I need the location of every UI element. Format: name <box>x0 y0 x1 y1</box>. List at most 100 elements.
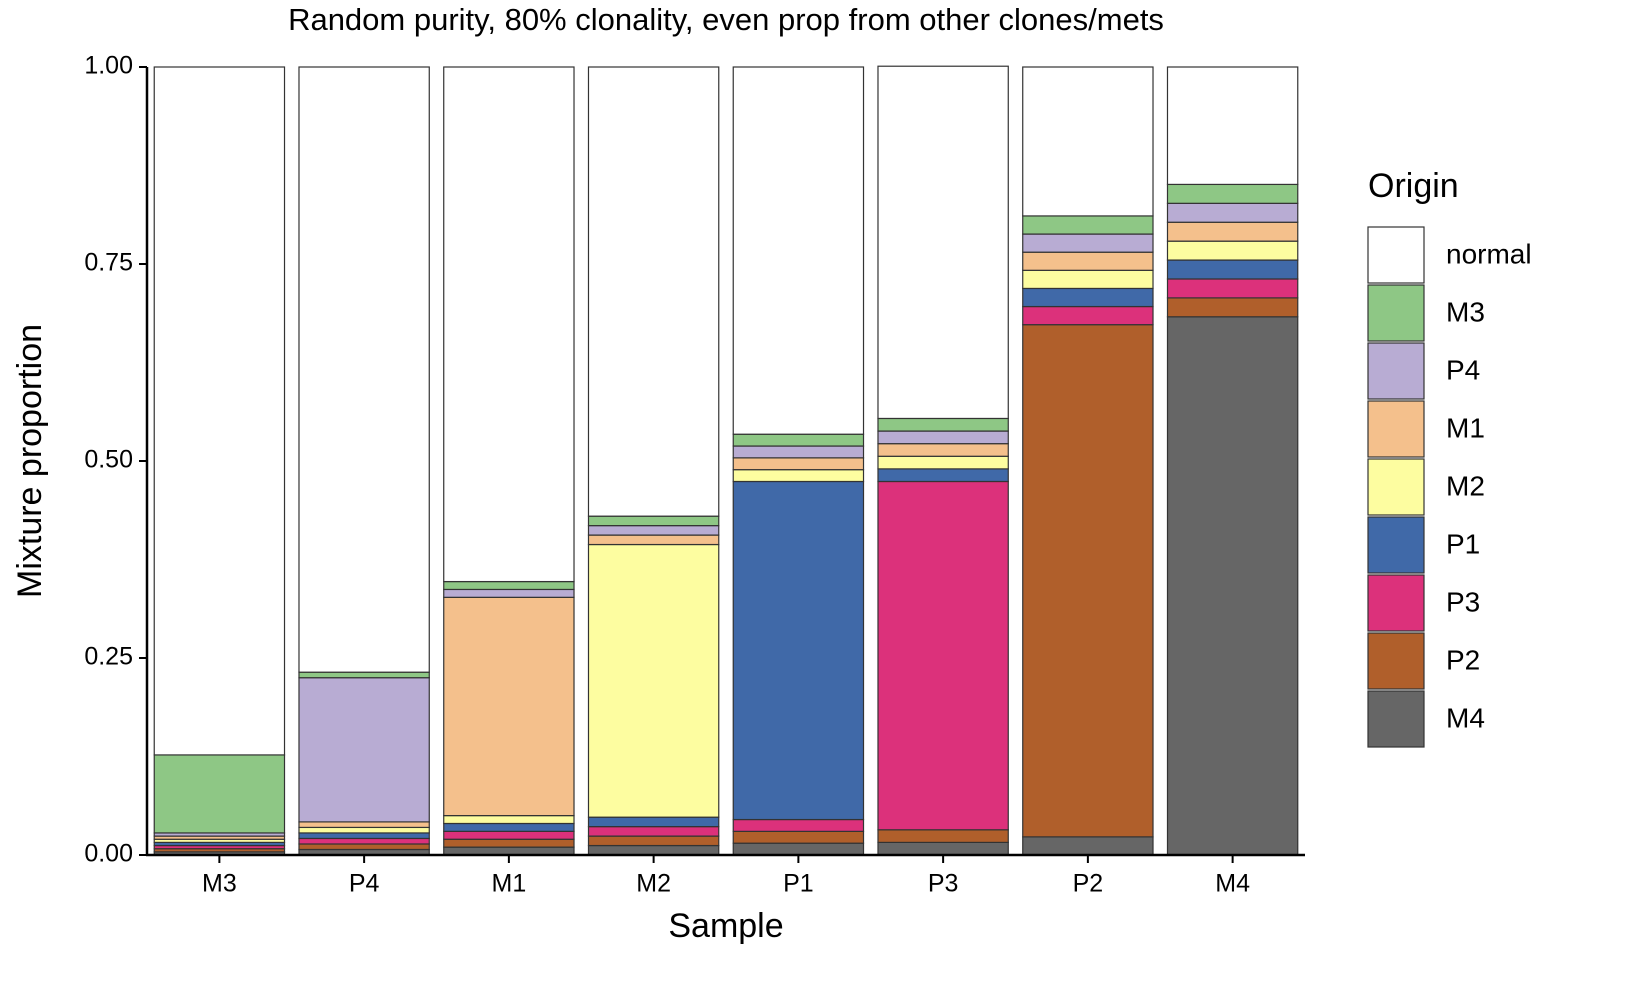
legend-label: P2 <box>1446 644 1480 675</box>
bar-segment <box>587 525 720 536</box>
bar-segment <box>443 814 575 825</box>
x-tick-label: M1 <box>492 870 527 898</box>
x-tick-label: M4 <box>1215 870 1250 898</box>
bar-segment <box>443 580 575 591</box>
y-axis-title: Mixture proportion <box>11 324 49 598</box>
y-tick-label: 0.50 <box>84 446 133 474</box>
x-tick-label: P2 <box>1073 870 1104 898</box>
bar-segment <box>1022 305 1154 326</box>
bar-segment <box>732 433 865 447</box>
bar-segment <box>587 816 720 828</box>
bar-segment <box>1022 251 1154 271</box>
bar-segment <box>298 671 430 679</box>
bar-segment <box>443 838 575 848</box>
bar-segment <box>732 480 865 821</box>
bar-segment <box>877 430 1009 445</box>
x-tick-label: M3 <box>202 870 237 898</box>
legend-label: P3 <box>1446 586 1480 617</box>
bar-segment <box>877 65 1009 420</box>
bar-segment <box>1022 836 1154 856</box>
legend-key <box>1367 690 1425 748</box>
bar-segment <box>587 826 720 837</box>
bar-segment <box>1166 240 1299 261</box>
bar-segment <box>443 830 575 840</box>
bar-segment <box>1022 287 1154 308</box>
legend-label: M1 <box>1446 412 1485 443</box>
bar-segment <box>1022 233 1154 253</box>
bar-segment <box>1022 269 1154 290</box>
bar-segment <box>877 455 1009 470</box>
bar-segment <box>1166 183 1299 204</box>
y-tick-label: 0.25 <box>84 643 133 671</box>
bar-segment <box>153 66 286 756</box>
bar-segment <box>877 841 1009 856</box>
legend-label: normal <box>1446 238 1532 269</box>
bar-segment <box>587 66 720 517</box>
bar-segment <box>1166 278 1299 299</box>
bar-segment <box>298 832 430 840</box>
bar-segment <box>298 843 430 851</box>
bar-segment <box>732 66 865 435</box>
bar-segment <box>877 480 1009 831</box>
x-tick-label: M2 <box>636 870 671 898</box>
legend-title: Origin <box>1368 167 1459 205</box>
legend-key <box>1367 458 1425 516</box>
chart-title: Random purity, 80% clonality, even prop … <box>288 2 1164 37</box>
legend-label: M2 <box>1446 470 1485 501</box>
x-tick-label: P4 <box>349 870 380 898</box>
legend-label: M4 <box>1446 702 1485 733</box>
legend-key <box>1367 516 1425 574</box>
legend-key <box>1367 632 1425 690</box>
bar-segment <box>298 677 430 823</box>
bar-segment <box>298 66 430 673</box>
bar-segment <box>1166 316 1299 856</box>
bar-segment <box>877 829 1009 843</box>
bar-segment <box>587 835 720 847</box>
bar-segment <box>298 826 430 834</box>
x-axis-title: Sample <box>668 907 783 945</box>
bar-segment <box>298 837 430 845</box>
bar-segment <box>153 754 286 834</box>
legend-key <box>1367 400 1425 458</box>
bar-segment <box>1022 66 1154 217</box>
y-tick-label: 0.75 <box>84 249 133 277</box>
bar-segment <box>587 534 720 546</box>
bar-segment <box>443 822 575 832</box>
bar-segment <box>1166 202 1299 223</box>
bar-segment <box>1166 66 1299 186</box>
bar-segment <box>732 457 865 471</box>
legend-key <box>1367 342 1425 400</box>
bar-segment <box>1022 215 1154 235</box>
legend-key <box>1367 574 1425 632</box>
bar-segment <box>1166 297 1299 318</box>
bar-segment <box>298 821 430 829</box>
y-tick-label: 1.00 <box>84 52 133 80</box>
legend-key <box>1367 284 1425 342</box>
bar-segment <box>732 830 865 844</box>
bar-segment <box>443 596 575 817</box>
bar-segment <box>732 818 865 832</box>
legend-label: P4 <box>1446 354 1480 385</box>
bar-segment <box>1166 221 1299 242</box>
x-tick-label: P3 <box>928 870 959 898</box>
bar-segment <box>732 445 865 459</box>
bar-segment <box>732 469 865 483</box>
bar-segment <box>587 543 720 818</box>
y-tick-label: 0.00 <box>84 840 133 868</box>
bar-segment <box>877 468 1009 483</box>
bar-segment <box>732 842 865 856</box>
bar-segment <box>877 417 1009 432</box>
bar-segment <box>587 515 720 527</box>
bar-segment <box>1166 259 1299 280</box>
legend-label: M3 <box>1446 296 1485 327</box>
legend-label: P1 <box>1446 528 1480 559</box>
bar-segment <box>443 66 575 583</box>
bar-segment <box>877 443 1009 457</box>
legend-key <box>1367 226 1425 284</box>
x-tick-label: P1 <box>783 870 814 898</box>
bar-segment <box>1022 324 1154 838</box>
bar-segment <box>443 588 575 598</box>
bar-segment <box>587 844 720 856</box>
